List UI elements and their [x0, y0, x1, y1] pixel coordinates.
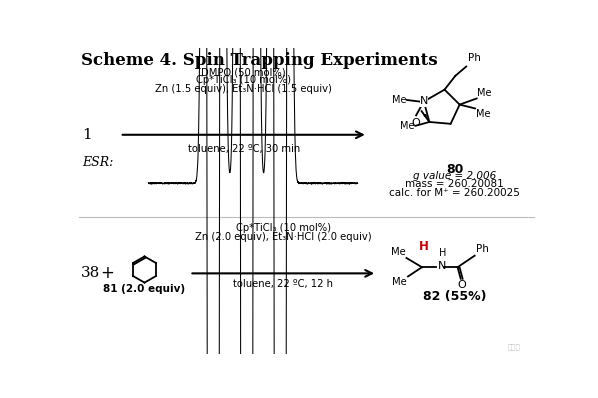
Text: H: H — [439, 248, 447, 258]
Text: 80: 80 — [446, 163, 463, 176]
Text: Me: Me — [476, 109, 490, 119]
Text: N: N — [438, 261, 446, 271]
Text: Me: Me — [400, 121, 414, 131]
Text: toluene, 22 ºC, 12 h: toluene, 22 ºC, 12 h — [233, 279, 333, 289]
Text: H: H — [419, 240, 428, 254]
Text: Cp*TiCl₃ (10 mol%): Cp*TiCl₃ (10 mol%) — [236, 223, 331, 233]
Text: 82 (55%): 82 (55%) — [423, 290, 486, 303]
Text: O: O — [411, 118, 420, 128]
Text: mass = 260.20081: mass = 260.20081 — [405, 179, 504, 189]
Text: Me: Me — [477, 88, 492, 98]
Text: Scheme 4. Spin Trapping Experiments: Scheme 4. Spin Trapping Experiments — [81, 52, 438, 68]
Text: Zn (2.0 equiv), Et₃N·HCl (2.0 equiv): Zn (2.0 equiv), Et₃N·HCl (2.0 equiv) — [195, 232, 371, 242]
Text: Ph: Ph — [468, 53, 481, 63]
Text: Me: Me — [391, 247, 405, 257]
Text: Me: Me — [392, 95, 406, 105]
Text: Me: Me — [392, 277, 407, 287]
Text: Cp*TiCl₃ (10 mol%): Cp*TiCl₃ (10 mol%) — [196, 76, 291, 86]
Text: N: N — [420, 96, 428, 107]
Text: DMPO (50 mol%): DMPO (50 mol%) — [202, 67, 286, 77]
Text: ESR:: ESR: — [83, 156, 114, 169]
Text: 38: 38 — [81, 266, 100, 280]
Text: 1: 1 — [83, 128, 92, 142]
Text: 81 (2.0 equiv): 81 (2.0 equiv) — [103, 284, 185, 294]
Text: g value = 2.006: g value = 2.006 — [413, 171, 496, 181]
Text: toluene, 22 ºC, 30 min: toluene, 22 ºC, 30 min — [188, 144, 300, 154]
Text: 化学加: 化学加 — [508, 344, 520, 350]
Text: Ph: Ph — [476, 244, 489, 254]
Text: calc. for M⁺ = 260.20025: calc. for M⁺ = 260.20025 — [389, 188, 520, 198]
Text: •: • — [422, 111, 428, 121]
Text: Zn (1.5 equiv), Et₃N·HCl (1.5 equiv): Zn (1.5 equiv), Et₃N·HCl (1.5 equiv) — [155, 84, 332, 94]
Text: O: O — [457, 280, 466, 290]
Text: +: + — [100, 264, 114, 282]
